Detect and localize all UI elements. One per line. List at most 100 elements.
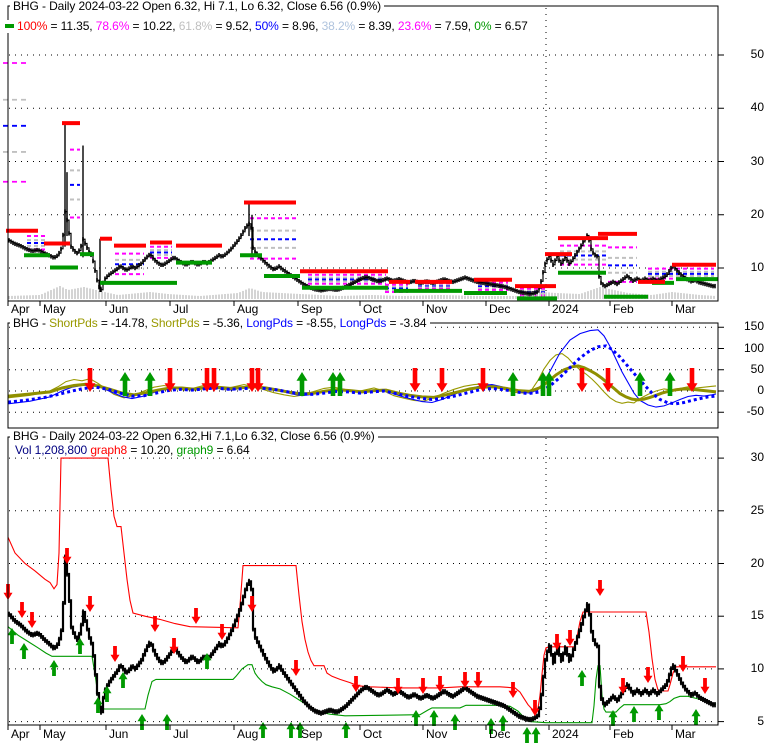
y-axis-label: 30	[750, 153, 764, 168]
volume-bar	[539, 292, 541, 299]
volume-bar	[122, 294, 124, 299]
y-axis-label: 100	[743, 340, 764, 355]
volume-bar	[563, 293, 565, 299]
y-axis-label: 20	[750, 206, 764, 221]
volume-bar	[329, 295, 331, 299]
volume-bar	[455, 295, 457, 299]
fib-level-value: = 9.52,	[212, 19, 256, 33]
sell-arrow-icon	[191, 608, 201, 624]
volume-bar	[311, 294, 313, 299]
volume-bar	[206, 295, 208, 299]
volume-bar	[380, 295, 382, 299]
buy-arrow-icon	[522, 727, 532, 743]
volume-bar	[305, 294, 307, 299]
volume-bar	[707, 295, 709, 299]
fibonacci-legend: 100% = 11.35, 78.6% = 10.22, 61.8% = 9.5…	[2, 20, 531, 33]
sell-arrow-icon	[62, 548, 72, 564]
volume-bar	[35, 295, 37, 299]
x-axis-label: Apr	[11, 302, 30, 316]
volume-bar	[74, 288, 76, 299]
y-axis-label: 40	[750, 100, 764, 115]
x-axis-label: Mar	[675, 727, 696, 741]
volume-bar	[23, 295, 25, 299]
volume-bar	[104, 292, 106, 299]
volume-bar	[152, 292, 154, 299]
buy-arrow-icon	[629, 706, 639, 722]
sell-arrow-icon	[84, 368, 96, 392]
volume-bar	[338, 295, 340, 299]
volume-bar	[26, 295, 28, 299]
volume-bar	[413, 295, 415, 299]
envelope-panel-plot[interactable]	[3, 438, 717, 743]
volume-bar	[614, 290, 616, 299]
volume-bar	[137, 293, 139, 299]
volume-bar	[47, 291, 49, 299]
volume-bar	[662, 293, 664, 299]
volume-bar	[125, 294, 127, 299]
volume-bar	[134, 293, 136, 299]
volume-bar	[386, 295, 388, 299]
volume-bar	[479, 296, 481, 299]
volume-bar	[140, 292, 142, 299]
fib-level-pct: 23.6%	[397, 19, 432, 33]
volume-bar	[275, 292, 277, 299]
envelope-panel-title: BHG - Daily 2024-03-22 Open 6.32,Hi 7.1,…	[10, 430, 378, 443]
buy-arrow-icon	[137, 714, 147, 730]
x-axis-label: Jun	[109, 302, 129, 316]
y-axis-label: 50	[750, 47, 764, 61]
volume-bar	[71, 289, 73, 299]
volume-bar	[458, 295, 460, 299]
sell-arrow-icon	[252, 368, 264, 392]
y-axis-label: 0	[757, 383, 764, 397]
volume-bar	[512, 296, 514, 299]
volume-bar	[41, 294, 43, 299]
y-axis-label: 5	[757, 713, 764, 728]
volume-bar	[437, 295, 439, 299]
volume-bar	[572, 293, 574, 299]
volume-bar	[290, 293, 292, 299]
volume-bar	[128, 293, 130, 299]
volume-bar	[335, 295, 337, 299]
buy-arrow-icon	[19, 643, 29, 659]
volume-bar	[536, 292, 538, 299]
volume-bar	[236, 293, 238, 299]
volume-bar	[659, 293, 661, 299]
volume-bar	[20, 295, 22, 299]
volume-bar	[317, 294, 319, 299]
x-axis-label: Feb	[613, 727, 634, 741]
volume-bar	[389, 295, 391, 299]
volume-bar	[215, 294, 217, 299]
buy-arrow-icon	[327, 372, 339, 396]
sell-arrow-icon	[85, 596, 95, 612]
volume-bar	[170, 294, 172, 299]
x-axis-label: Jul	[173, 727, 189, 741]
indicator-panel-plot[interactable]	[7, 326, 717, 413]
volume-bar	[578, 293, 580, 299]
volume-bar	[344, 295, 346, 299]
volume-bar	[569, 293, 571, 299]
buy-arrow-icon	[664, 372, 676, 396]
sell-arrow-icon	[595, 580, 605, 596]
buy-arrow-icon	[691, 709, 701, 725]
volume-bar	[242, 290, 244, 299]
volume-bar	[491, 296, 493, 299]
buy-arrow-icon	[507, 372, 519, 396]
volume-bar	[212, 294, 214, 299]
volume-bar	[149, 292, 151, 299]
volume-bar	[419, 295, 421, 299]
volume-bar	[377, 295, 379, 299]
price-panel-plot[interactable]	[3, 8, 718, 301]
volume-bar	[233, 293, 235, 299]
volume-bar	[473, 295, 475, 299]
x-axis-label: Dec	[489, 302, 511, 316]
x-axis-label: 2024	[552, 727, 579, 741]
volume-bar	[14, 295, 16, 299]
volume-bar	[308, 294, 310, 299]
volume-bar	[302, 294, 304, 299]
buy-arrow-icon	[75, 638, 85, 654]
indicator-title-part: = -14.78,	[97, 316, 151, 330]
x-axis-label: Aug	[237, 727, 259, 741]
buy-arrow-icon	[411, 710, 421, 726]
